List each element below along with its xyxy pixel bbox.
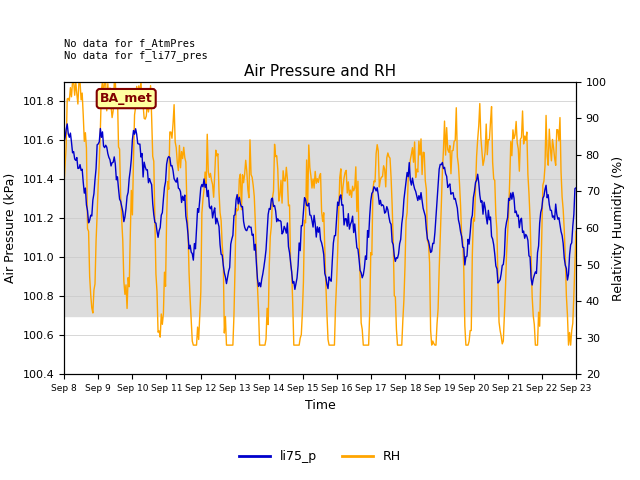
Title: Air Pressure and RH: Air Pressure and RH [244, 64, 396, 79]
Legend: li75_p, RH: li75_p, RH [234, 445, 406, 468]
Text: No data for f_AtmPres
No data for f_li77_pres: No data for f_AtmPres No data for f_li77… [64, 38, 208, 61]
Y-axis label: Air Pressure (kPa): Air Pressure (kPa) [4, 173, 17, 283]
X-axis label: Time: Time [305, 399, 335, 412]
Y-axis label: Relativity Humidity (%): Relativity Humidity (%) [612, 156, 625, 300]
Text: BA_met: BA_met [100, 92, 152, 105]
Bar [64, 140, 576, 316]
